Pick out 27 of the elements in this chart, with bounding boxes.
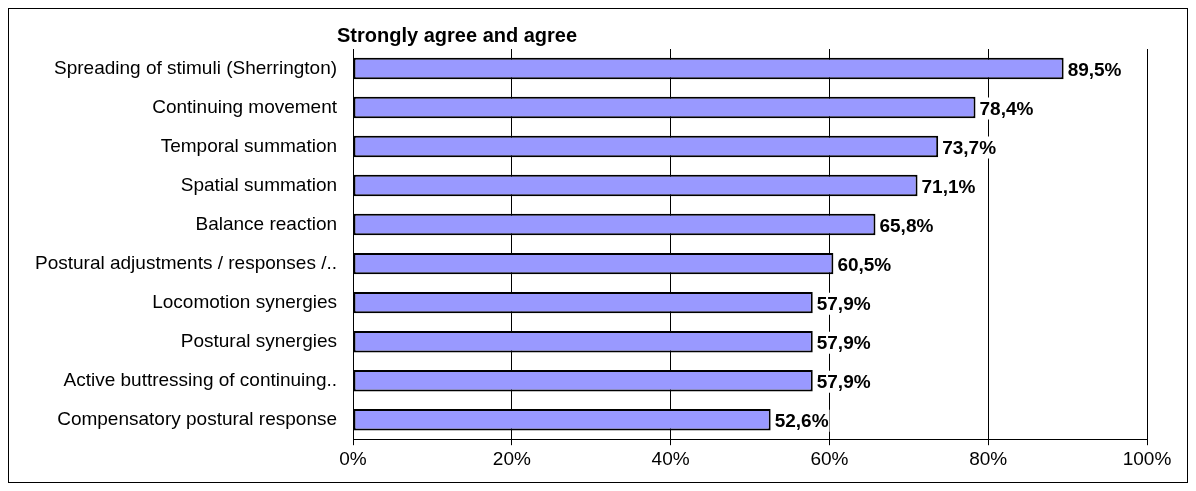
x-tick-label: 40% — [651, 447, 690, 469]
data-label: 65,8% — [879, 214, 934, 236]
y-tick-label: Continuing movement — [152, 95, 338, 117]
y-tick-label: Locomotion synergies — [152, 290, 338, 312]
data-label: 89,5% — [1067, 58, 1122, 80]
y-tick-label: Temporal summation — [160, 134, 338, 156]
y-tick-label: Balance reaction — [195, 212, 338, 234]
y-tick-label: Compensatory postural response — [57, 407, 338, 429]
x-tick-label: 60% — [810, 447, 849, 469]
y-tick-label: Spatial summation — [180, 173, 338, 195]
x-tick-label: 20% — [492, 447, 531, 469]
y-tick-label: Active buttressing of continuing.. — [63, 368, 338, 390]
x-tick-label: 80% — [969, 447, 1008, 469]
data-label: 71,1% — [921, 175, 976, 197]
x-tick-label: 0% — [339, 447, 367, 469]
data-label: 57,9% — [816, 292, 871, 314]
y-tick-label: Postural adjustments / responses /.. — [34, 251, 338, 273]
x-tick-label: 100% — [1122, 447, 1172, 469]
y-tick-label: Spreading of stimuli (Sherrington) — [54, 56, 338, 78]
data-label: 57,9% — [816, 331, 871, 353]
data-label: 73,7% — [942, 136, 997, 158]
data-label: 78,4% — [979, 97, 1034, 119]
data-label: 57,9% — [816, 370, 871, 392]
data-label: 60,5% — [837, 253, 892, 275]
data-label: 52,6% — [774, 409, 829, 431]
chart-title: Strongly agree and agree — [337, 23, 578, 46]
y-tick-label: Postural synergies — [180, 329, 338, 351]
